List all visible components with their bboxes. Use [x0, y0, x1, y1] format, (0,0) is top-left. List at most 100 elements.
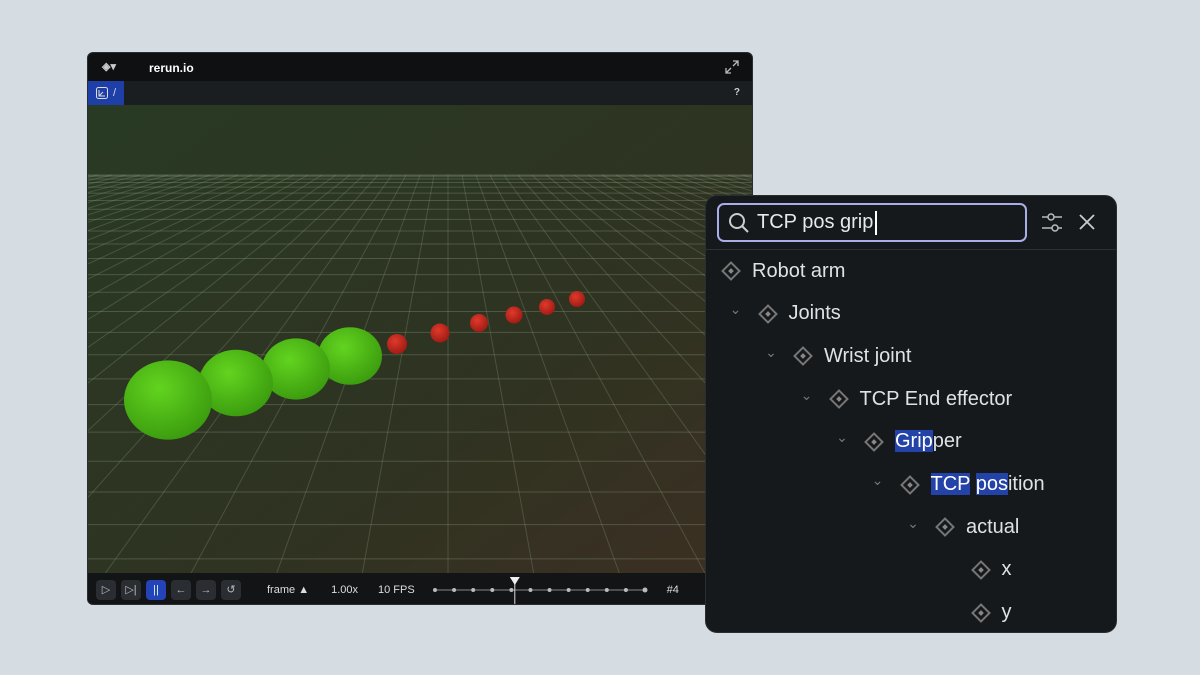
tree-item-label: Wrist joint [824, 345, 911, 368]
tree-item[interactable]: ⌄ Wrist joint [762, 336, 911, 376]
scrub-tick [642, 587, 648, 592]
step-forward-button[interactable]: ▷| [121, 579, 141, 600]
label-text: per [932, 430, 962, 453]
grid-line [573, 174, 752, 286]
3d-viewport[interactable] [88, 105, 753, 573]
chevron-down-icon[interactable]: ⌄ [729, 301, 742, 318]
step-back-button[interactable]: ← [171, 579, 191, 600]
label-text: ition [1007, 473, 1045, 495]
search-input[interactable]: TCP pos grip [717, 203, 1027, 242]
label-text: y [1001, 601, 1012, 624]
loop-button[interactable]: ↺ [221, 579, 241, 600]
play-button[interactable]: ▷ [96, 579, 116, 600]
red-point [387, 334, 407, 354]
grid-line [545, 174, 752, 340]
filter-settings-icon[interactable] [1040, 211, 1064, 235]
grid-line [361, 174, 435, 573]
close-icon[interactable] [1077, 212, 1097, 232]
viewport-background [88, 105, 752, 573]
tree-item-label: TCP position [930, 473, 1045, 496]
scrub-tick [528, 587, 533, 592]
grid-line [88, 174, 337, 348]
search-query: TCP pos grip [757, 211, 874, 233]
entity-icon [970, 559, 991, 580]
grid-line [88, 174, 281, 265]
scrub-tick [432, 587, 437, 592]
entity-search-panel: TCP pos grip Robot arm ⌄ Joints ⌄ Wrist join… [705, 195, 1117, 633]
time-scrubber[interactable] [431, 575, 651, 605]
green-sphere [199, 349, 273, 417]
grid-line [559, 174, 752, 309]
tree-item-label: y [1002, 601, 1012, 624]
grid-line [190, 174, 407, 573]
tree-item-label: Robot arm [752, 260, 845, 283]
entity-icon [793, 346, 813, 367]
scrub-tick [451, 587, 456, 592]
grid-line [461, 174, 535, 573]
scrub-tick [585, 587, 590, 592]
spatial-view-icon [96, 87, 108, 99]
red-point [539, 299, 555, 315]
timeline-name: frame [267, 583, 296, 596]
green-sphere [124, 360, 212, 440]
playhead[interactable] [509, 576, 520, 585]
rerun-logo-menu-icon[interactable]: ◈▾ [102, 61, 116, 73]
text-caret [875, 210, 878, 235]
scrub-tick [623, 587, 628, 592]
chevron-down-icon[interactable]: ⌄ [836, 429, 848, 446]
tree-item-label: Joints [789, 302, 841, 325]
chevron-down-icon[interactable]: ⌄ [871, 472, 884, 488]
tree-item[interactable]: y [940, 593, 1012, 632]
tree-item[interactable]: ⌄ TCP position [869, 465, 1045, 505]
fps-setting[interactable]: 10 FPS [378, 583, 415, 596]
tree-item-label: x [1002, 558, 1012, 581]
grid-line [88, 174, 295, 280]
grid-line [475, 174, 620, 573]
viewer-window: ◈▾ rerun.io / ? ▷ ▷| || ← → ↺ frame ▲ 1.… [87, 52, 753, 605]
chevron-down-icon[interactable]: ⌄ [800, 386, 813, 403]
tree-item-label: actual [966, 516, 1019, 539]
entity-icon [864, 431, 884, 452]
ground-grid [88, 174, 752, 573]
label-text: actual [966, 515, 1020, 538]
green-sphere [262, 338, 330, 400]
tree-item[interactable]: Robot arm [721, 251, 845, 291]
entity-icon [935, 517, 955, 538]
tree-item[interactable]: ⌄ Gripper [833, 422, 962, 462]
app-title: rerun.io [149, 61, 194, 75]
chevron-down-icon[interactable]: ⌄ [765, 343, 777, 360]
entity-icon [828, 389, 849, 409]
entity-icon [757, 303, 778, 324]
scrub-tick [470, 587, 475, 592]
red-point [505, 306, 523, 324]
scrub-tick [547, 587, 552, 592]
search-icon [729, 212, 749, 233]
grid-line [88, 174, 351, 384]
chevron-down-icon[interactable]: ⌄ [907, 514, 919, 531]
timeline-bar: ▷ ▷| || ← → ↺ frame ▲ 1.00x 10 FPS #4 [88, 573, 752, 605]
caret-up-icon: ▲ [298, 583, 310, 596]
help-button[interactable]: ? [733, 87, 740, 98]
grid-line [531, 174, 752, 380]
grid-line [88, 174, 323, 321]
view-tab-bar: / ? [88, 81, 752, 105]
tree-item-label: TCP End effector [860, 388, 1013, 411]
grid-line [489, 174, 706, 573]
tree-item[interactable]: ⌄ Joints [727, 294, 841, 334]
pause-button[interactable]: || [146, 579, 166, 600]
playback-speed[interactable]: 1.00x [331, 583, 358, 596]
scrub-tick [566, 587, 571, 592]
red-point [470, 314, 488, 332]
tree-item[interactable]: ⌄ actual [904, 507, 1019, 547]
label-text: Joints [788, 302, 841, 325]
grid-line [88, 174, 365, 432]
match-highlight: pos [975, 473, 1008, 495]
fullscreen-icon[interactable] [724, 59, 740, 75]
timeline-selector[interactable]: frame ▲ [267, 584, 309, 596]
tree-item[interactable]: x [940, 550, 1012, 590]
tree-item-label: Gripper [895, 430, 962, 453]
tree-item[interactable]: ⌄ TCP End effector [798, 379, 1013, 419]
label-text: x [1001, 558, 1012, 581]
next-button[interactable]: → [196, 579, 216, 600]
view-tab-3d[interactable]: / [88, 81, 124, 105]
